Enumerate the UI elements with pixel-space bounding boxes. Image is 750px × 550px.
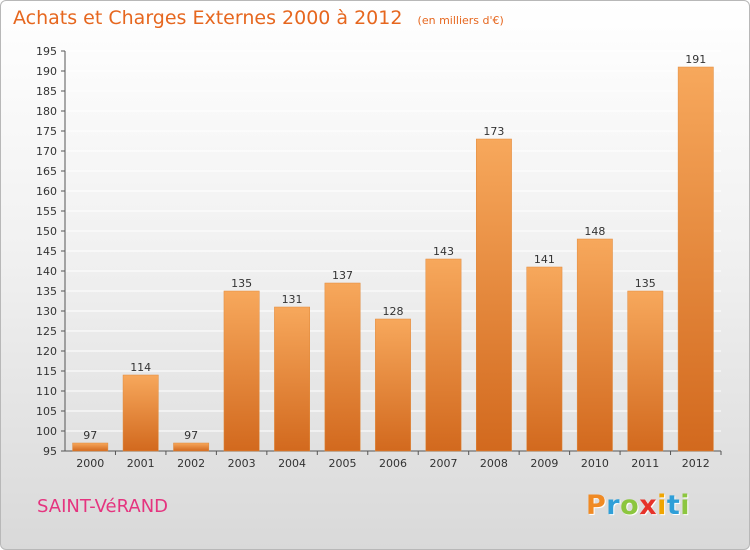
y-tick-label: 165 bbox=[36, 165, 57, 178]
data-label-2005: 137 bbox=[332, 269, 353, 282]
data-label-2002: 97 bbox=[184, 429, 198, 442]
x-tick-label-2001: 2001 bbox=[127, 457, 155, 470]
y-tick-label: 190 bbox=[36, 65, 57, 78]
bar-2004 bbox=[274, 306, 310, 452]
y-tick-label: 135 bbox=[36, 285, 57, 298]
chart-header: Achats et Charges Externes 2000 à 2012 (… bbox=[13, 7, 504, 29]
y-tick-label: 140 bbox=[36, 265, 57, 278]
x-tick-label-2008: 2008 bbox=[480, 457, 508, 470]
bar-2010 bbox=[576, 238, 613, 452]
data-label-2001: 114 bbox=[130, 361, 151, 374]
bar-2002 bbox=[173, 442, 210, 452]
y-tick-label: 155 bbox=[36, 205, 57, 218]
y-tick-label: 160 bbox=[36, 185, 57, 198]
y-tick-label: 180 bbox=[36, 105, 57, 118]
y-tick-label: 110 bbox=[36, 385, 57, 398]
x-tick-label-2000: 2000 bbox=[76, 457, 104, 470]
x-tick-label-2002: 2002 bbox=[177, 457, 205, 470]
x-tick-label-2012: 2012 bbox=[682, 457, 710, 470]
data-label-2010: 148 bbox=[584, 225, 605, 238]
data-label-2011: 135 bbox=[635, 277, 656, 290]
logo-letter: r bbox=[606, 490, 621, 521]
x-tick-label-2007: 2007 bbox=[429, 457, 457, 470]
y-tick-label: 185 bbox=[36, 85, 57, 98]
y-tick-label: 120 bbox=[36, 345, 57, 358]
x-tick-label-2010: 2010 bbox=[581, 457, 609, 470]
logo-letter: i bbox=[680, 490, 691, 521]
chart-title: Achats et Charges Externes 2000 à 2012 bbox=[13, 7, 403, 29]
y-tick-label: 130 bbox=[36, 305, 57, 318]
y-tick-label: 100 bbox=[36, 425, 57, 438]
bar-2003 bbox=[223, 290, 260, 452]
x-tick-label-2009: 2009 bbox=[530, 457, 558, 470]
y-tick-label: 150 bbox=[36, 225, 57, 238]
data-label-2006: 128 bbox=[383, 305, 404, 318]
data-label-2003: 135 bbox=[231, 277, 252, 290]
bar-2008 bbox=[476, 138, 512, 452]
y-tick-label: 175 bbox=[36, 125, 57, 138]
bar-2007 bbox=[425, 258, 462, 452]
bar-2000 bbox=[72, 442, 109, 452]
bar-2012 bbox=[677, 66, 714, 452]
data-label-2009: 141 bbox=[534, 253, 555, 266]
y-tick-label: 125 bbox=[36, 325, 57, 338]
x-tick-label-2011: 2011 bbox=[631, 457, 659, 470]
logo-letter: t bbox=[666, 490, 681, 521]
data-label-2000: 97 bbox=[83, 429, 97, 442]
bar-2009 bbox=[526, 266, 563, 452]
data-label-2012: 191 bbox=[685, 53, 706, 66]
y-tick-label: 95 bbox=[43, 445, 57, 458]
y-tick-label: 115 bbox=[36, 365, 57, 378]
x-tick-label-2004: 2004 bbox=[278, 457, 306, 470]
y-tick-label: 170 bbox=[36, 145, 57, 158]
x-tick-label-2005: 2005 bbox=[329, 457, 357, 470]
bar-2011 bbox=[627, 290, 664, 452]
y-tick-label: 145 bbox=[36, 245, 57, 258]
data-label-2007: 143 bbox=[433, 245, 454, 258]
bar-2001 bbox=[122, 374, 159, 452]
chart-unit: (en milliers d'€) bbox=[417, 14, 504, 27]
data-label-2008: 173 bbox=[483, 125, 504, 138]
bar-2006 bbox=[375, 318, 411, 452]
logo-letter: P bbox=[586, 490, 607, 521]
x-tick-label-2006: 2006 bbox=[379, 457, 407, 470]
logo-letter: o bbox=[620, 490, 640, 521]
logo-letter: i bbox=[657, 490, 667, 521]
bar-2005 bbox=[324, 282, 361, 452]
y-tick-label: 105 bbox=[36, 405, 57, 418]
y-tick-label: 195 bbox=[36, 45, 57, 58]
data-label-2004: 131 bbox=[282, 293, 303, 306]
proxiti-logo: Proxiti bbox=[586, 490, 690, 521]
logo-letter: x bbox=[639, 490, 658, 521]
x-tick-label-2003: 2003 bbox=[228, 457, 256, 470]
commune-name: SAINT-VéRAND bbox=[37, 496, 169, 517]
